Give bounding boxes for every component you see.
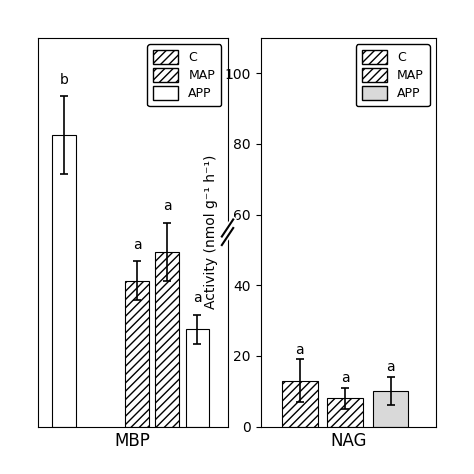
Text: a: a [163,199,172,213]
Bar [282,381,318,427]
Bar [125,281,149,427]
Text: a: a [341,371,349,385]
Bar [52,135,76,427]
Bar [185,329,209,427]
Text: a: a [386,360,395,374]
X-axis label: NAG: NAG [330,432,367,450]
Bar [327,398,363,427]
Y-axis label: Activity (nmol g⁻¹ h⁻¹): Activity (nmol g⁻¹ h⁻¹) [204,155,218,310]
Text: a: a [295,343,304,356]
Text: a: a [133,237,141,252]
Text: a: a [193,291,201,305]
Bar [373,391,409,427]
X-axis label: MBP: MBP [115,432,151,450]
Text: b: b [59,73,68,87]
Legend: C, MAP, APP: C, MAP, APP [147,44,221,106]
Bar [155,252,179,427]
Legend: C, MAP, APP: C, MAP, APP [356,44,430,106]
